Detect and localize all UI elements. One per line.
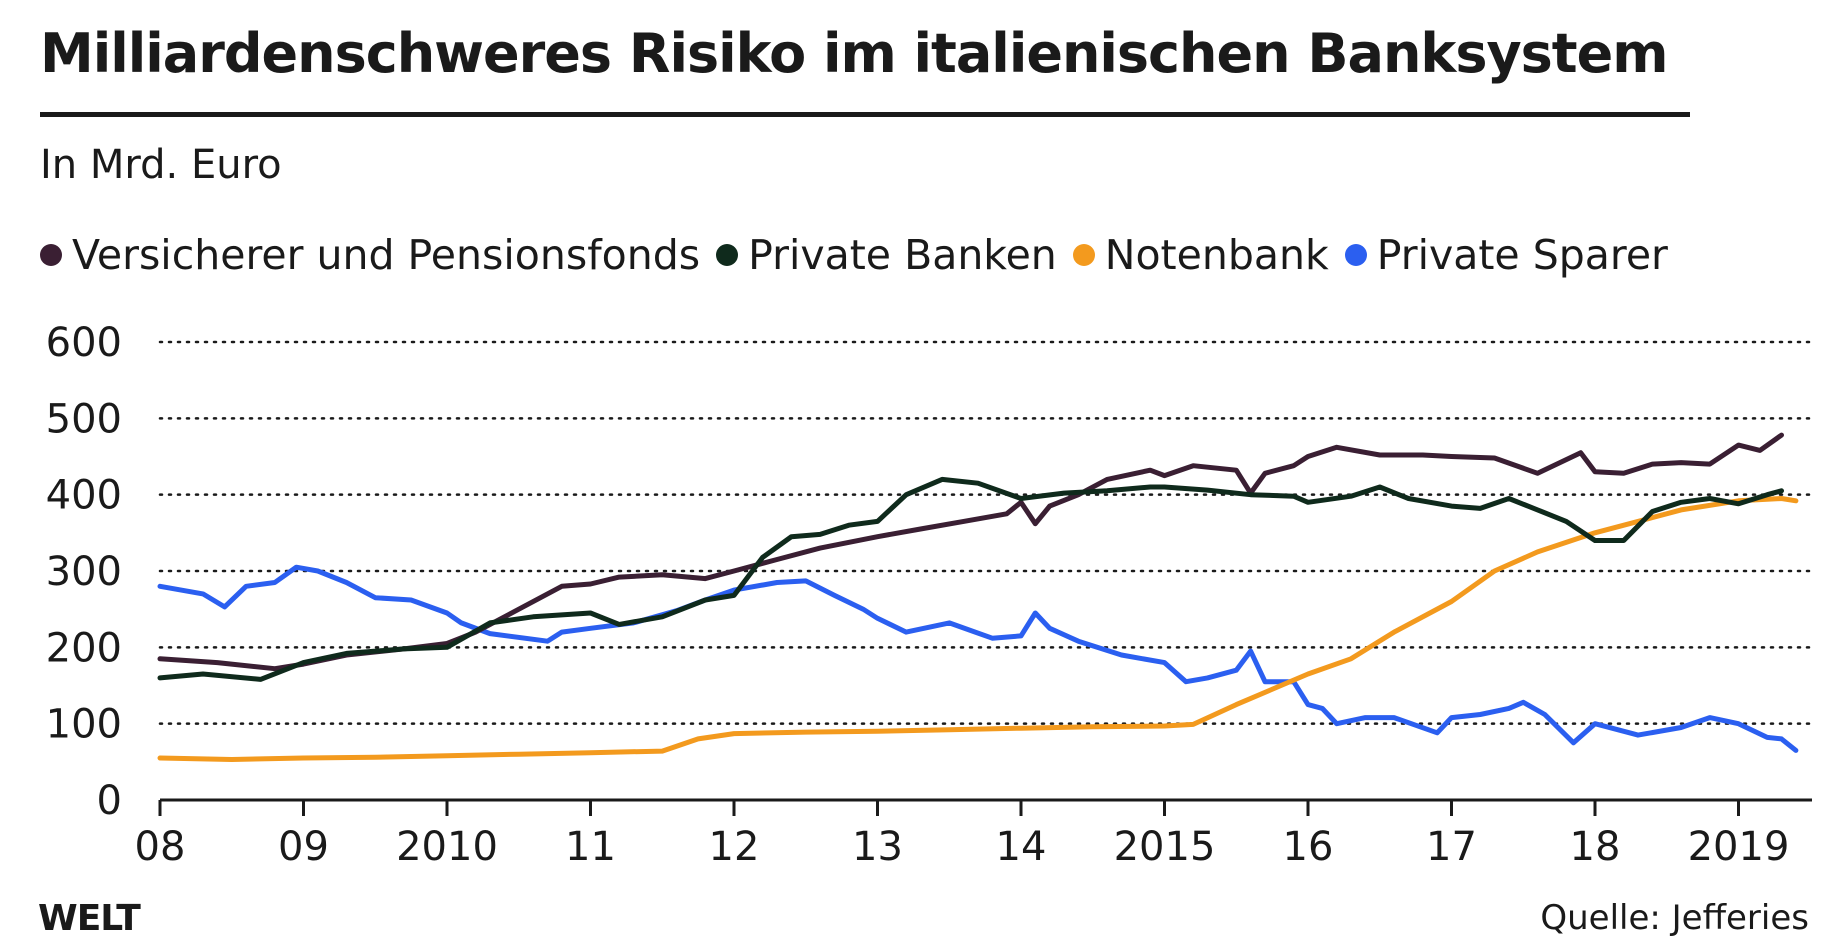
- series-line-notenbank: [157, 496, 1799, 762]
- legend: Versicherer und Pensionsfonds Private Ba…: [40, 230, 1684, 280]
- welt-logo: WELT: [38, 898, 141, 939]
- x-tick-label-11: 11: [565, 824, 616, 870]
- y-tick-label-300: 300: [46, 549, 122, 595]
- x-tick-label-2019: 2019: [1688, 824, 1790, 870]
- legend-label-private-sparer: Private Sparer: [1376, 231, 1668, 279]
- legend-dot-versicherer: [40, 244, 62, 266]
- x-tick-label-2015: 2015: [1114, 824, 1216, 870]
- x-tick-label-09: 09: [278, 824, 329, 870]
- chart-title: Milliardenschweres Risiko im italienisch…: [40, 22, 1669, 85]
- x-tick-label-13: 13: [852, 824, 903, 870]
- legend-item-notenbank: Notenbank: [1072, 231, 1329, 279]
- series-line-private-sparer: [157, 564, 1799, 753]
- y-tick-label-600: 600: [46, 320, 122, 366]
- legend-label-private-banken: Private Banken: [748, 231, 1057, 279]
- source-note: Quelle: Jefferies: [1540, 898, 1809, 938]
- y-tick-label-500: 500: [46, 396, 122, 442]
- y-tick-label-0: 0: [97, 778, 122, 824]
- legend-dot-notenbank: [1072, 244, 1095, 266]
- chart-subtitle: In Mrd. Euro: [40, 142, 282, 188]
- y-tick-label-200: 200: [46, 625, 122, 671]
- title-rule: [40, 112, 1690, 117]
- legend-item-private-sparer: Private Sparer: [1344, 231, 1668, 279]
- x-tick-label-14: 14: [996, 824, 1047, 870]
- y-tick-label-100: 100: [46, 702, 122, 748]
- x-tick-label-12: 12: [709, 824, 760, 870]
- legend-dot-private-sparer: [1344, 244, 1367, 266]
- legend-item-private-banken: Private Banken: [716, 231, 1057, 279]
- legend-item-versicherer: Versicherer und Pensionsfonds: [40, 231, 700, 279]
- x-tick-label-16: 16: [1283, 824, 1334, 870]
- y-tick-label-400: 400: [46, 473, 122, 519]
- x-tick-label-17: 17: [1426, 824, 1477, 870]
- legend-label-notenbank: Notenbank: [1104, 231, 1329, 279]
- x-tick-label-18: 18: [1570, 824, 1621, 870]
- series-line-private-banken: [157, 476, 1784, 682]
- legend-dot-private-banken: [716, 244, 739, 266]
- legend-label-versicherer: Versicherer und Pensionsfonds: [72, 231, 701, 279]
- x-tick-label-2010: 2010: [396, 824, 498, 870]
- x-tick-label-08: 08: [135, 824, 186, 870]
